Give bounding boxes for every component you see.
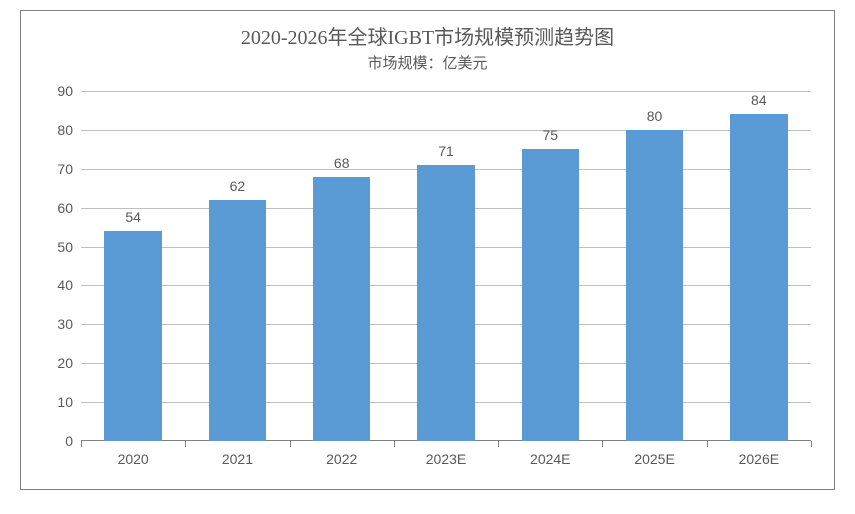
x-axis-label: 2021 — [222, 441, 253, 467]
x-tick — [707, 441, 708, 447]
y-axis-label: 80 — [57, 122, 81, 138]
x-tick — [81, 441, 82, 447]
chart-frame: 2020-2026年全球IGBT市场规模预测趋势图 市场规模：亿美元 01020… — [20, 10, 835, 490]
bar: 68 — [313, 177, 370, 441]
x-tick — [394, 441, 395, 447]
y-axis-label: 70 — [57, 161, 81, 177]
x-tick — [498, 441, 499, 447]
bar: 62 — [209, 200, 266, 441]
bar-value-label: 68 — [334, 155, 350, 177]
bar: 84 — [730, 114, 787, 441]
bar-value-label: 71 — [438, 143, 454, 165]
x-axis-label: 2025E — [634, 441, 674, 467]
gridline — [81, 91, 811, 92]
bar: 71 — [417, 165, 474, 441]
bar-value-label: 80 — [647, 108, 663, 130]
bar-value-label: 54 — [125, 209, 141, 231]
x-tick — [290, 441, 291, 447]
y-axis-label: 60 — [57, 200, 81, 216]
x-tick — [811, 441, 812, 447]
x-axis-label: 2022 — [326, 441, 357, 467]
y-axis-label: 50 — [57, 239, 81, 255]
y-axis-label: 90 — [57, 83, 81, 99]
x-tick — [602, 441, 603, 447]
x-axis-label: 2020 — [118, 441, 149, 467]
y-axis-label: 30 — [57, 316, 81, 332]
bar: 75 — [522, 149, 579, 441]
plot-area: 0102030405060708090542020622021682022712… — [81, 91, 811, 441]
y-axis-label: 0 — [65, 433, 81, 449]
bar: 54 — [104, 231, 161, 441]
y-axis-label: 40 — [57, 277, 81, 293]
bar-value-label: 75 — [542, 127, 558, 149]
chart-subtitle: 市场规模：亿美元 — [21, 52, 834, 73]
x-axis-label: 2023E — [426, 441, 466, 467]
bar-value-label: 62 — [230, 178, 246, 200]
chart-container: 2020-2026年全球IGBT市场规模预测趋势图 市场规模：亿美元 01020… — [0, 0, 855, 514]
x-axis-label: 2026E — [739, 441, 779, 467]
x-tick — [185, 441, 186, 447]
bar-value-label: 84 — [751, 92, 767, 114]
y-axis-label: 20 — [57, 355, 81, 371]
chart-title: 2020-2026年全球IGBT市场规模预测趋势图 — [21, 21, 834, 50]
bar: 80 — [626, 130, 683, 441]
gridline — [81, 130, 811, 131]
title-block: 2020-2026年全球IGBT市场规模预测趋势图 市场规模：亿美元 — [21, 11, 834, 73]
x-axis-label: 2024E — [530, 441, 570, 467]
y-axis-label: 10 — [57, 394, 81, 410]
